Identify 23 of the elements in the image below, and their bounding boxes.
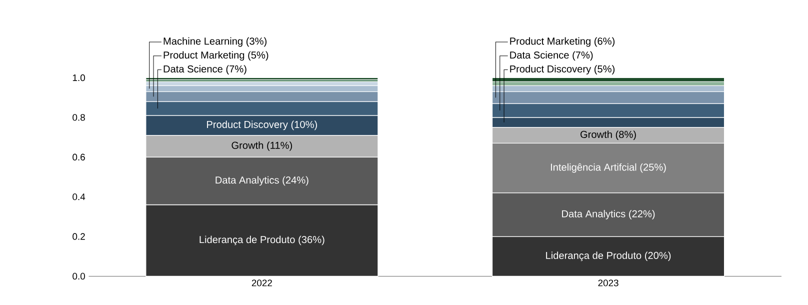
data-label: Data Science (7%) [164, 64, 246, 74]
y-tick-label: 0.8 [72, 114, 85, 121]
x-tick-label: 2022 [252, 279, 272, 286]
data-label: Product Marketing (6%) [510, 37, 615, 47]
data-label: Liderança de Produto (20%) [546, 251, 671, 261]
data-label: Product Discovery (10%) [207, 120, 317, 130]
data-label: Inteligência Artifcial (25%) [550, 163, 666, 173]
bar [492, 77, 725, 82]
data-label: Liderança de Produto (36%) [200, 236, 324, 246]
data-label: Data Analytics (22%) [562, 210, 655, 220]
data-label: Data Analytics (24%) [216, 176, 308, 186]
data-label: Product Marketing (5%) [164, 51, 268, 60]
y-tick-label: 0.4 [72, 193, 86, 200]
y-tick-label: 0.2 [72, 233, 85, 240]
y-tick-label: 0.0 [72, 272, 85, 280]
data-label: Data Science (7%) [510, 51, 593, 60]
data-label: Product Discovery (5%) [510, 64, 615, 74]
data-label: Growth (8%) [580, 130, 636, 140]
data-label: Machine Learning (3%) [164, 37, 266, 47]
x-tick-label: 2023 [598, 279, 618, 286]
y-tick-label: 0.6 [72, 154, 85, 160]
y-tick-label: 1.0 [72, 74, 85, 81]
data-label: Growth (11%) [232, 141, 292, 151]
